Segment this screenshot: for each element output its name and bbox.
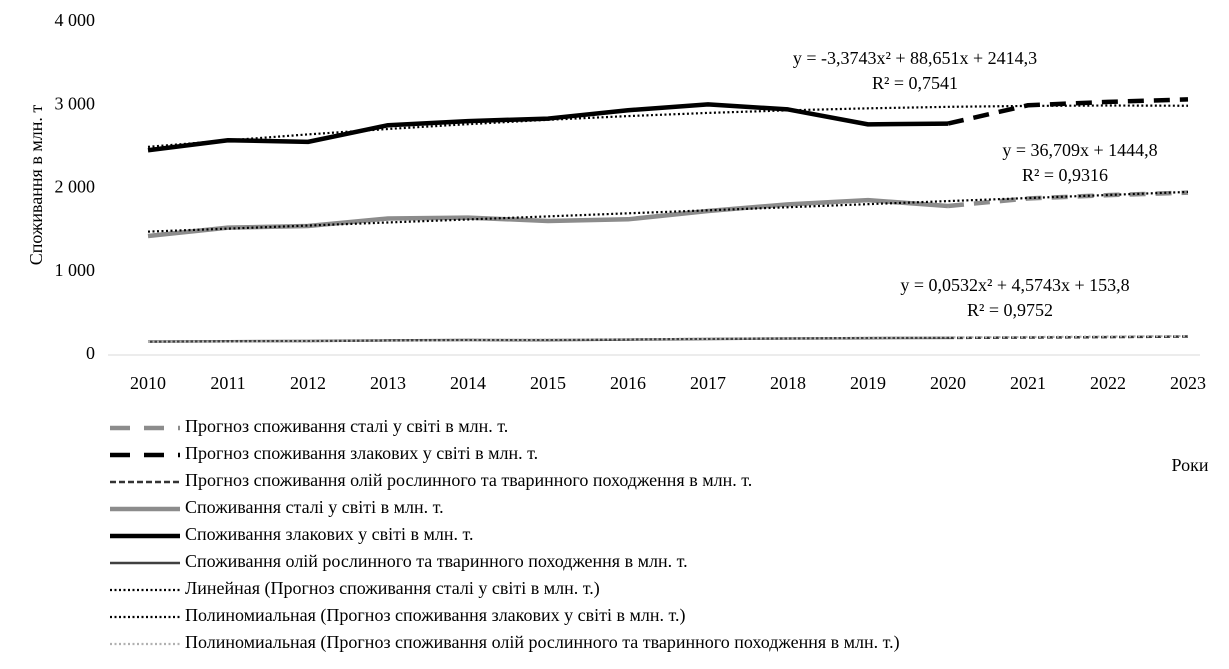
series-line: [147, 102, 949, 153]
trend-equation: y = 36,709x + 1444,8: [1002, 140, 1157, 160]
legend-label: Линейная (Прогноз споживання сталі у сві…: [185, 578, 600, 599]
legend-label: Прогноз споживання сталі у світі в млн. …: [185, 416, 508, 436]
x-tick-label: 2015: [530, 373, 566, 393]
trend-equation: R² = 0,9752: [967, 300, 1053, 320]
legend-label: Полиномиальная (Прогноз споживання злако…: [185, 605, 686, 626]
x-tick-label: 2017: [690, 373, 726, 393]
x-tick-label: 2013: [370, 373, 406, 393]
x-tick-label: 2016: [610, 373, 646, 393]
legend-label: Прогноз споживання злакових у світі в мл…: [185, 443, 538, 463]
x-tick-label: 2010: [130, 373, 166, 393]
x-tick-label: 2020: [930, 373, 966, 393]
y-tick-label: 2 000: [55, 177, 96, 197]
y-tick-label: 3 000: [55, 93, 96, 113]
x-tick-label: 2023: [1170, 373, 1206, 393]
x-tick-label: 2012: [290, 373, 326, 393]
y-tick-label: 1 000: [55, 260, 96, 280]
series-line: [947, 190, 1189, 209]
x-tick-label: 2011: [210, 373, 245, 393]
x-tick-label: 2014: [450, 373, 486, 393]
y-axis-label: Споживання в млн. т: [26, 105, 46, 266]
trend-equation: R² = 0,7541: [872, 73, 958, 93]
x-tick-label: 2018: [770, 373, 806, 393]
legend-label: Прогноз споживання олій рослинного та тв…: [185, 470, 752, 490]
legend-label: Споживання злакових у світі в млн. т.: [185, 524, 473, 544]
trend-equation: y = -3,3743x² + 88,651x + 2414,3: [793, 48, 1037, 68]
y-tick-label: 4 000: [55, 10, 96, 30]
x-tick-label: 2022: [1090, 373, 1126, 393]
x-tick-label: 2021: [1010, 373, 1046, 393]
legend-label: Споживання олій рослинного та тваринного…: [185, 551, 688, 571]
y-tick-label: 0: [86, 343, 95, 363]
x-tick-label: 2019: [850, 373, 886, 393]
series-line: [947, 97, 1189, 126]
series-line: [147, 197, 949, 239]
trend-equation: y = 0,0532x² + 4,5743x + 153,8: [900, 275, 1129, 295]
legend-label: Полиномиальная (Прогноз споживання олій …: [185, 632, 900, 653]
legend-label: Споживання сталі у світі в млн. т.: [185, 497, 444, 517]
x-axis-label: Роки: [1172, 455, 1209, 475]
trend-equation: R² = 0,9316: [1022, 165, 1108, 185]
